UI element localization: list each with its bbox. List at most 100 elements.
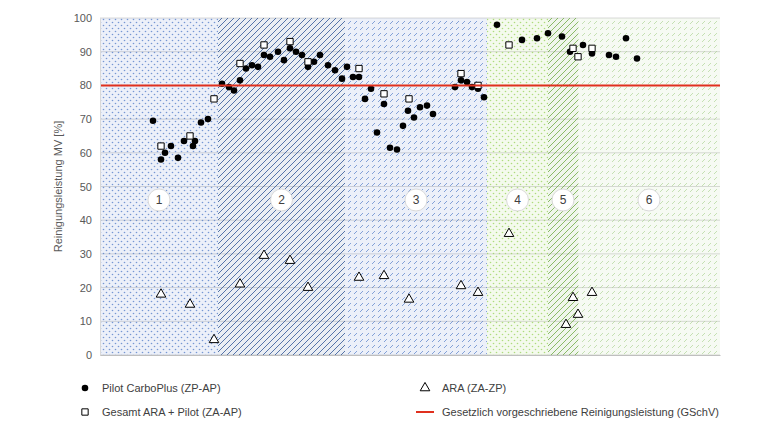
point (259, 250, 269, 258)
point (162, 150, 169, 157)
point (158, 143, 164, 149)
y-tick: 70 (80, 113, 100, 125)
point (381, 101, 388, 108)
region-label: 1 (156, 193, 163, 207)
point (231, 87, 238, 94)
point (406, 96, 412, 102)
point (303, 282, 313, 290)
point (185, 299, 195, 307)
point (339, 75, 346, 82)
point (261, 52, 268, 59)
point (350, 74, 357, 81)
y-tick: 80 (80, 79, 100, 91)
series (150, 21, 641, 162)
y-axis: 0102030405060708090100 (74, 12, 101, 361)
point (287, 38, 293, 44)
point (519, 37, 526, 44)
point (354, 272, 364, 280)
legend-label: Pilot CarboPlus (ZP-AP) (102, 382, 221, 394)
point (281, 57, 288, 64)
y-tick: 0 (86, 349, 100, 361)
y-tick: 100 (74, 12, 100, 24)
series (156, 228, 597, 342)
region-label: 6 (646, 193, 653, 207)
series (158, 38, 595, 149)
point (504, 228, 514, 236)
region-badge (271, 189, 293, 211)
point (464, 79, 471, 86)
y-tick: 60 (80, 147, 100, 159)
point (255, 64, 262, 71)
point (243, 65, 250, 72)
point (481, 94, 488, 101)
reference-line (100, 84, 720, 86)
region-label: 2 (278, 193, 285, 207)
legend-swatch (82, 385, 89, 392)
point (606, 52, 613, 59)
point (424, 102, 431, 109)
y-axis-title: Reinigungsleistung MV [%] (52, 121, 64, 252)
point (175, 155, 182, 162)
y-tick: 40 (80, 214, 100, 226)
y-tick-label: 20 (80, 282, 92, 294)
y-tick: 90 (80, 46, 100, 58)
plot-area (100, 18, 720, 355)
point (568, 292, 578, 300)
grid-line (100, 85, 720, 86)
legend-item: Pilot CarboPlus (ZP-AP) (82, 382, 221, 394)
point (275, 48, 282, 55)
point (356, 65, 362, 71)
point (305, 59, 311, 65)
point (198, 119, 205, 126)
point (311, 59, 318, 66)
region-badge (405, 189, 427, 211)
y-tick: 20 (80, 282, 100, 294)
point (405, 107, 412, 114)
point (156, 289, 166, 297)
point (411, 114, 418, 121)
point (374, 129, 381, 136)
point (458, 77, 465, 84)
point (387, 144, 394, 151)
point (394, 146, 401, 153)
point (285, 255, 295, 263)
point (589, 45, 595, 51)
point (293, 48, 300, 55)
region (218, 18, 345, 355)
point (237, 77, 244, 84)
point (261, 42, 267, 48)
point (506, 42, 512, 48)
point (456, 280, 466, 288)
legend-label: Gesamt ARA + Pilot (ZA-AP) (102, 406, 242, 418)
point (623, 35, 630, 42)
point (379, 270, 389, 278)
point (168, 143, 175, 150)
region-label: 4 (514, 193, 521, 207)
y-tick-label: 90 (80, 46, 92, 58)
legend: Pilot CarboPlus (ZP-AP)ARA (ZA-ZP)Gesamt… (82, 382, 719, 418)
legend-swatch (420, 382, 430, 390)
point (332, 67, 339, 74)
region (548, 18, 578, 355)
point (356, 74, 363, 81)
point (381, 91, 387, 97)
point (430, 111, 437, 118)
y-tick: 50 (80, 181, 100, 193)
y-tick-label: 70 (80, 113, 92, 125)
x-axis (101, 355, 721, 356)
region (345, 18, 487, 355)
point (237, 60, 243, 66)
region (487, 18, 548, 355)
y-tick: 30 (80, 248, 100, 260)
point (400, 123, 407, 130)
point (299, 52, 306, 59)
point (362, 96, 369, 103)
point (205, 116, 212, 123)
point (613, 53, 620, 60)
legend-swatch (82, 409, 88, 415)
point (580, 42, 587, 49)
y-tick-label: 100 (74, 12, 92, 24)
point (287, 45, 294, 52)
region-badge (148, 189, 170, 211)
point (325, 62, 332, 69)
